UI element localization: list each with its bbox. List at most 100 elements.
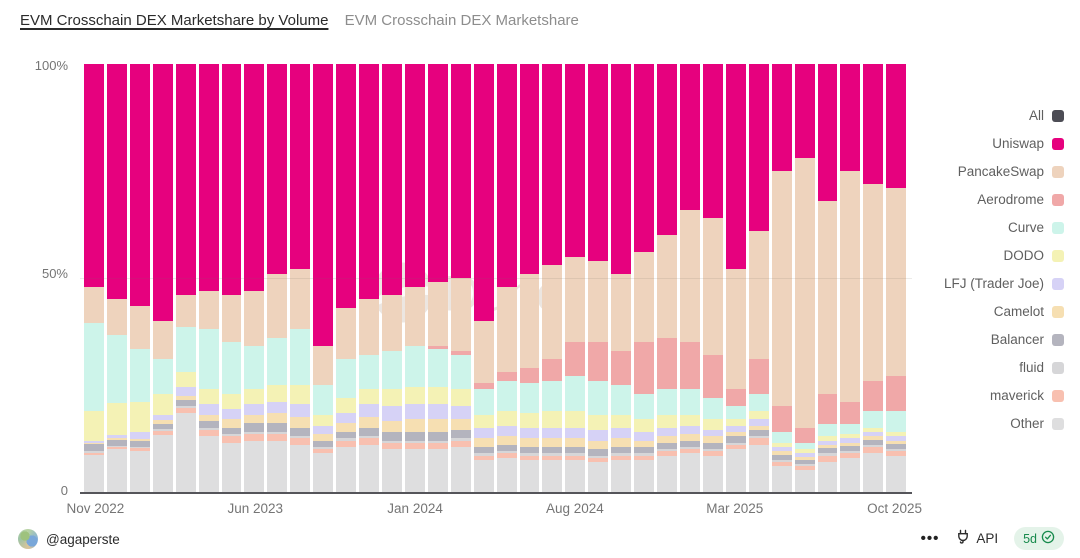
bar-dec-2022[interactable] [106, 64, 127, 492]
bar-jul-2025[interactable] [817, 64, 838, 492]
bar-jan-2024[interactable] [404, 64, 425, 492]
legend-label: Other [1010, 416, 1044, 431]
bar-segment-uniswap [152, 64, 173, 321]
bar-segment-balancer [152, 423, 173, 430]
bar-apr-2024[interactable] [473, 64, 494, 492]
legend-item-all[interactable]: All [944, 108, 1064, 123]
api-button[interactable]: API [955, 529, 998, 548]
bar-nov-2023[interactable] [359, 64, 379, 492]
bar-segment-lfj-trader-joe- [267, 402, 288, 413]
bar-mar-2025[interactable] [725, 64, 746, 492]
bar-segment-uniswap [404, 64, 425, 287]
legend-item-curve[interactable]: Curve [944, 220, 1064, 235]
bar-jun-2025[interactable] [794, 64, 815, 492]
bar-segment-dodo [634, 419, 655, 433]
bar-segment-curve [840, 423, 861, 435]
bar-segment-curve [84, 322, 104, 411]
legend-item-dodo[interactable]: DODO [944, 248, 1064, 263]
bar-segment-maverick [106, 447, 127, 450]
legend-item-maverick[interactable]: maverick [944, 388, 1064, 403]
bar-dec-2024[interactable] [657, 64, 677, 492]
bar-segment-camelot [244, 414, 265, 424]
bar-jun-2024[interactable] [519, 64, 540, 492]
username: @agaperste [46, 531, 120, 547]
bar-jan-2025[interactable] [679, 64, 700, 492]
bar-segment-other [381, 449, 402, 492]
bar-oct-2023[interactable] [336, 64, 357, 492]
bar-segment-uniswap [336, 64, 357, 308]
bar-mar-2024[interactable] [450, 64, 471, 492]
chart-subtitle: EVM Crosschain DEX Marketshare [344, 12, 579, 29]
bar-feb-2024[interactable] [427, 64, 448, 492]
bar-segment-uniswap [565, 64, 586, 257]
legend-item-lfj-trader-joe-[interactable]: LFJ (Trader Joe) [944, 276, 1064, 291]
bar-nov-2024[interactable] [634, 64, 655, 492]
bar-segment-curve [519, 382, 540, 413]
bar-segment-other [427, 449, 448, 492]
bar-dec-2023[interactable] [381, 64, 402, 492]
bar-segment-pancakeswap [657, 235, 677, 338]
bar-mar-2023[interactable] [175, 64, 196, 492]
bar-apr-2023[interactable] [198, 64, 219, 492]
bar-segment-maverick [702, 451, 723, 456]
bar-segment-dodo [404, 387, 425, 405]
api-label: API [976, 531, 999, 546]
bar-may-2023[interactable] [221, 64, 242, 492]
chart-title-link[interactable]: EVM Crosschain DEX Marketshare by Volume [20, 12, 329, 29]
legend-item-other[interactable]: Other [944, 416, 1064, 431]
bar-feb-2023[interactable] [152, 64, 173, 492]
bar-sep-2023[interactable] [313, 64, 334, 492]
bar-segment-dodo [336, 397, 357, 413]
bar-segment-other [404, 449, 425, 492]
bar-jan-2023[interactable] [129, 64, 150, 492]
bar-segment-uniswap [794, 64, 815, 159]
x-axis-tick-label: Mar 2025 [706, 501, 764, 516]
bar-segment-fluid [748, 436, 769, 439]
bar-segment-dodo [611, 414, 632, 428]
bar-segment-fluid [817, 453, 838, 456]
bar-segment-fluid [863, 444, 884, 447]
bar-segment-camelot [427, 419, 448, 432]
bar-feb-2025[interactable] [702, 64, 723, 492]
bar-apr-2025[interactable] [748, 64, 769, 492]
bar-aug-2023[interactable] [290, 64, 311, 492]
bar-segment-maverick [565, 455, 586, 460]
bar-segment-balancer [106, 439, 127, 447]
bar-segment-camelot [496, 436, 517, 445]
footer: @agaperste ••• API 5d [0, 522, 1080, 558]
bar-segment-uniswap [175, 64, 196, 296]
legend-item-aerodrome[interactable]: Aerodrome [944, 192, 1064, 207]
more-options-button[interactable]: ••• [920, 529, 940, 547]
legend-item-fluid[interactable]: fluid [944, 360, 1064, 375]
freshness-badge[interactable]: 5d [1014, 527, 1064, 550]
bar-may-2024[interactable] [496, 64, 517, 492]
bar-segment-other [634, 459, 655, 492]
bar-segment-maverick [588, 457, 609, 462]
bar-segment-curve [359, 355, 379, 390]
bar-jul-2024[interactable] [542, 64, 563, 492]
bar-segment-other [748, 444, 769, 492]
legend-item-uniswap[interactable]: Uniswap [944, 136, 1064, 151]
bar-segment-other [886, 455, 907, 492]
bar-may-2025[interactable] [771, 64, 792, 492]
bar-oct-2024[interactable] [611, 64, 632, 492]
legend-item-pancakeswap[interactable]: PancakeSwap [944, 164, 1064, 179]
bar-segment-balancer [198, 421, 219, 428]
bar-segment-lfj-trader-joe- [611, 427, 632, 439]
bar-nov-2022[interactable] [84, 64, 104, 492]
bar-segment-other [244, 440, 265, 492]
bar-oct-2025[interactable] [886, 64, 907, 492]
bar-aug-2025[interactable] [840, 64, 861, 492]
bar-sep-2024[interactable] [588, 64, 609, 492]
bar-segment-curve [611, 384, 632, 415]
legend-item-camelot[interactable]: Camelot [944, 304, 1064, 319]
owner-profile-link[interactable]: @agaperste [18, 529, 120, 549]
bar-sep-2025[interactable] [863, 64, 884, 492]
bar-jun-2023[interactable] [244, 64, 265, 492]
bar-segment-maverick [313, 449, 334, 454]
bar-jul-2023[interactable] [267, 64, 288, 492]
legend-item-balancer[interactable]: Balancer [944, 332, 1064, 347]
bar-segment-balancer [427, 432, 448, 441]
bar-segment-uniswap [84, 64, 104, 287]
bar-aug-2024[interactable] [565, 64, 586, 492]
